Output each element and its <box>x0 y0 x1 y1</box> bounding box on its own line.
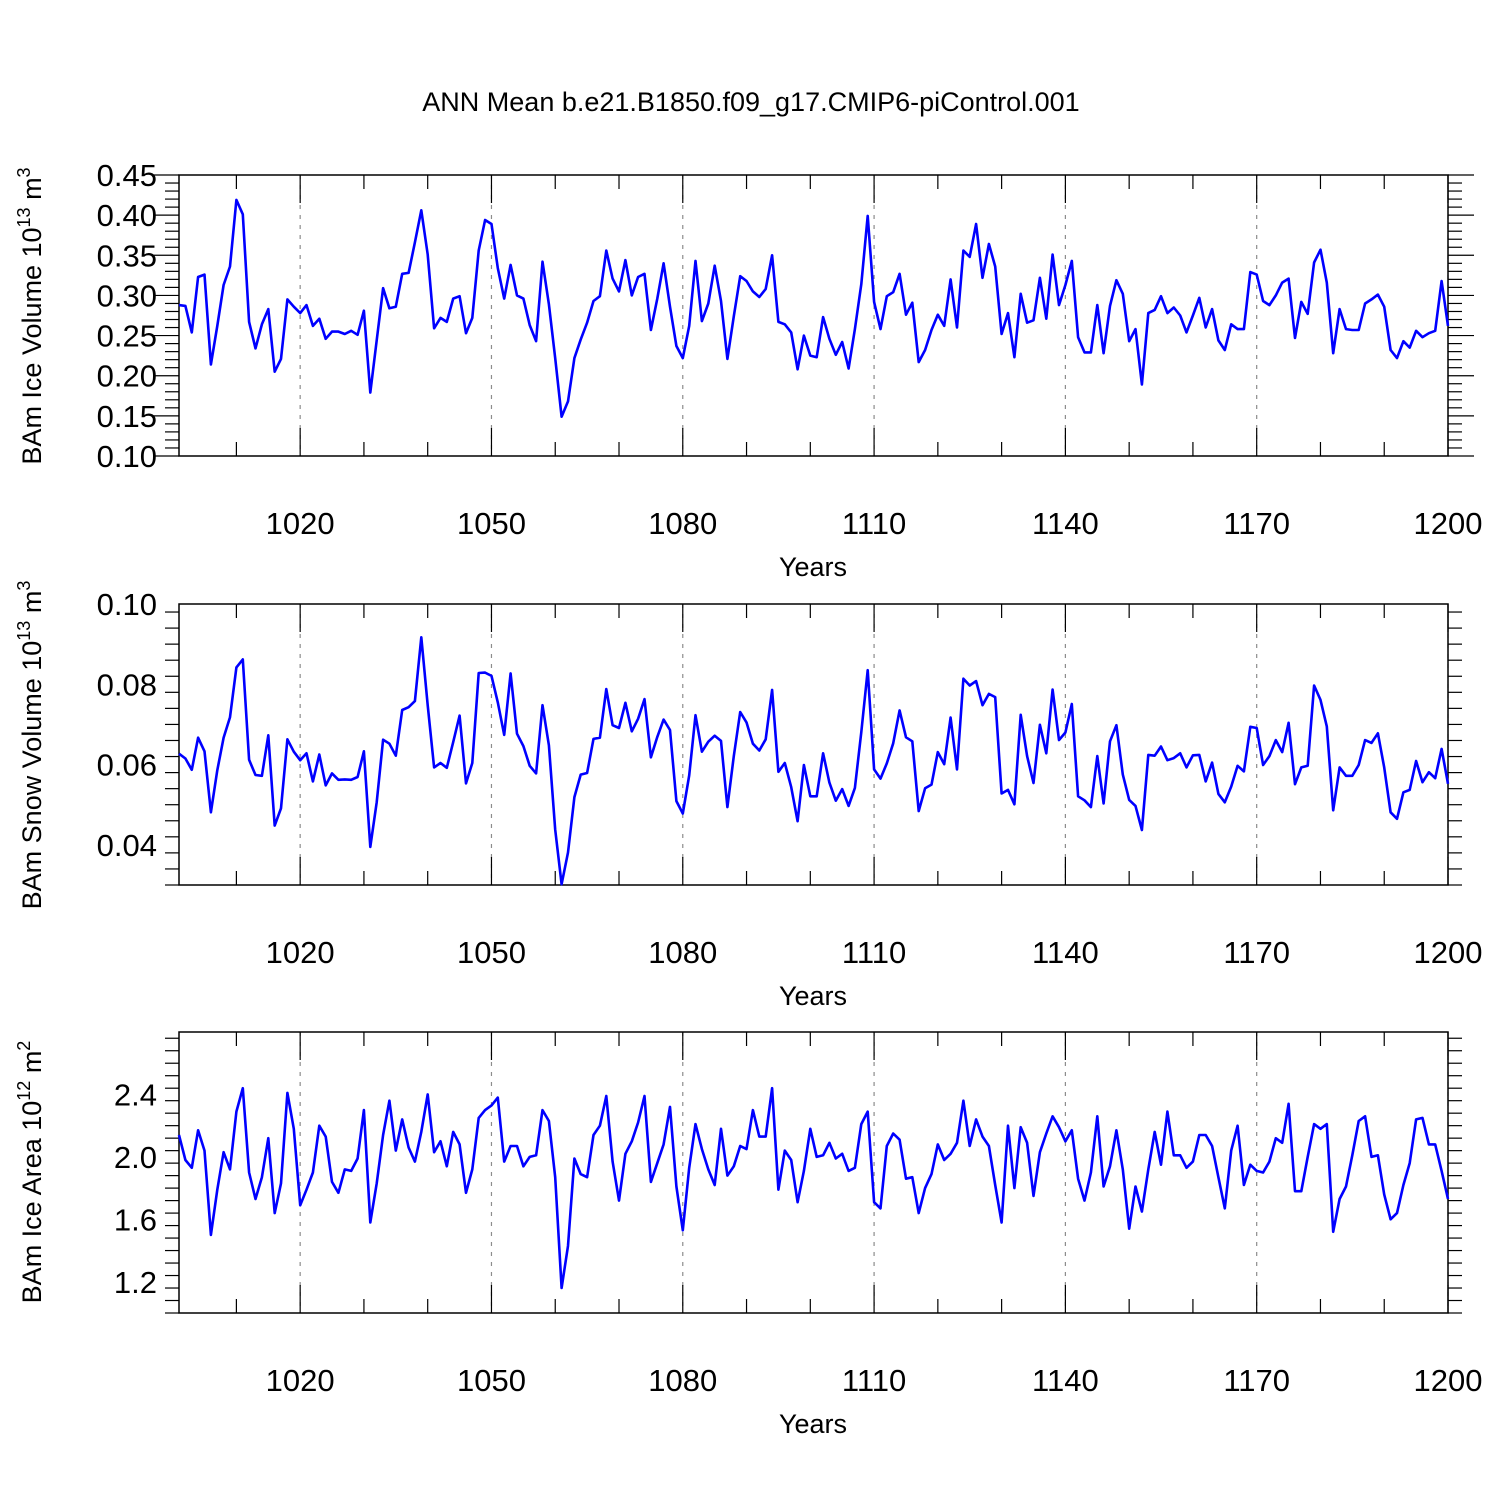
plot-frame <box>178 603 1449 886</box>
x-tick-label: 1050 <box>457 1363 526 1398</box>
x-tick-label: 1170 <box>1223 935 1290 970</box>
x-tick-label: 1050 <box>457 935 526 970</box>
y-axis-label: BAm Ice Volume 1013 m3 <box>14 167 47 464</box>
chart-panel-2: 0.04 0.06 0.08 0.10 1020 1050 1080 1110 1140 1170… <box>14 581 1482 1011</box>
y-tick-label: 1.2 <box>114 1265 157 1300</box>
y-tick-label: 1.6 <box>114 1202 157 1237</box>
x-tick-label: 1110 <box>842 1363 906 1398</box>
y-tick-label: 0.40 <box>97 198 157 233</box>
y-tick-label: 0.20 <box>97 359 157 394</box>
y-tick-label: 0.15 <box>97 399 157 434</box>
x-tick-label: 1050 <box>457 506 526 541</box>
x-tick-label: 1200 <box>1414 935 1483 970</box>
series-line <box>177 1086 1450 1290</box>
x-tick-label: 1080 <box>648 935 717 970</box>
series-line <box>178 198 1450 419</box>
y-tick-label: 0.04 <box>97 828 157 863</box>
x-tick-label: 1140 <box>1032 935 1099 970</box>
x-tick-label: 1110 <box>842 506 906 541</box>
chart-panel-1: 0.10 0.15 0.20 0.25 0.30 0.35 0.40 0.45 1020 1050… <box>14 158 1482 582</box>
y-axis-label: BAm Ice Area 1012 m2 <box>14 1041 47 1304</box>
x-tick-label: 1020 <box>266 506 335 541</box>
x-tick-label: 1140 <box>1032 1363 1099 1398</box>
x-tick-label: 1020 <box>266 1363 335 1398</box>
y-tick-label: 0.08 <box>97 667 157 702</box>
y-tick-label: 2.4 <box>114 1077 157 1112</box>
x-tick-label: 1080 <box>648 1363 717 1398</box>
y-tick-label: 0.45 <box>97 158 157 193</box>
y-axis-label: BAm Snow Volume 1013 m3 <box>14 581 47 910</box>
x-tick-label: 1170 <box>1223 506 1290 541</box>
figure-title: ANN Mean b.e21.B1850.f09_g17.CMIP6-piCon… <box>422 87 1079 117</box>
x-tick-label: 1200 <box>1414 506 1483 541</box>
y-tick-label: 2.0 <box>114 1140 157 1175</box>
y-tick-label: 0.35 <box>97 238 157 273</box>
x-tick-label: 1200 <box>1414 1363 1483 1398</box>
plot-frame <box>178 174 1449 457</box>
y-tick-label: 0.06 <box>97 748 157 783</box>
x-tick-label: 1170 <box>1223 1363 1290 1398</box>
x-axis-label: Years <box>779 552 847 582</box>
x-axis-label: Years <box>779 1409 847 1439</box>
x-tick-label: 1080 <box>648 506 717 541</box>
y-tick-label: 0.10 <box>97 439 157 474</box>
x-tick-label: 1110 <box>842 935 906 970</box>
x-tick-label: 1140 <box>1032 506 1099 541</box>
x-axis-label: Years <box>779 981 847 1011</box>
y-tick-label: 0.10 <box>97 587 157 622</box>
chart-panel-3: 1.2 1.6 2.0 2.4 1020 1050 1080 1110 1140 1170 1200… <box>14 1031 1483 1439</box>
x-tick-label: 1020 <box>266 935 335 970</box>
y-tick-label: 0.30 <box>97 278 157 313</box>
plot-frame <box>178 1031 1449 1314</box>
y-tick-label: 0.25 <box>97 319 157 354</box>
series-line <box>178 635 1450 886</box>
